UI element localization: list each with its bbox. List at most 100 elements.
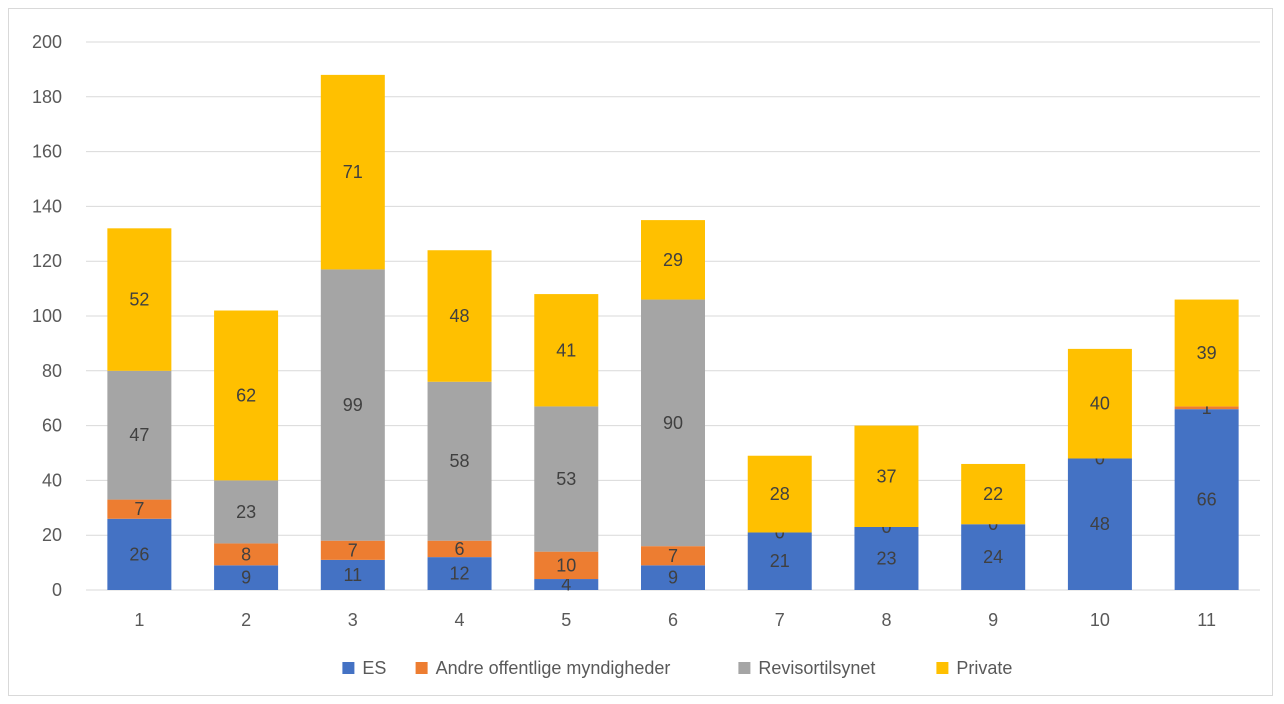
bar-segment bbox=[961, 524, 1026, 590]
data-label: 48 bbox=[450, 306, 470, 326]
data-label: 29 bbox=[663, 250, 683, 270]
bar-segment bbox=[1174, 406, 1239, 410]
data-label: 53 bbox=[556, 469, 576, 489]
bar-segment bbox=[854, 526, 919, 590]
data-label: 28 bbox=[770, 484, 790, 504]
data-label: 7 bbox=[134, 499, 144, 519]
data-label: 10 bbox=[556, 555, 576, 575]
y-tick-label: 100 bbox=[32, 306, 62, 326]
bar-segment bbox=[534, 551, 599, 580]
bar-segment bbox=[107, 228, 172, 371]
x-tick-label: 7 bbox=[775, 610, 785, 630]
bar-segment bbox=[854, 425, 919, 527]
bar-segment bbox=[427, 557, 492, 590]
y-tick-label: 0 bbox=[52, 580, 62, 600]
x-tick-label: 4 bbox=[455, 610, 465, 630]
data-label: 26 bbox=[129, 544, 149, 564]
data-label: 4 bbox=[561, 575, 571, 595]
data-label: 7 bbox=[348, 540, 358, 560]
x-tick-label: 9 bbox=[988, 610, 998, 630]
legend-swatch bbox=[738, 662, 751, 674]
y-tick-label: 60 bbox=[42, 416, 62, 436]
bar-segment bbox=[427, 250, 492, 382]
data-label: 9 bbox=[668, 568, 678, 588]
data-label: 22 bbox=[983, 484, 1003, 504]
x-tick-label: 10 bbox=[1090, 610, 1110, 630]
bar-segment bbox=[747, 455, 812, 533]
bar-segment bbox=[320, 540, 385, 560]
data-label: 52 bbox=[129, 290, 149, 310]
x-tick-label: 1 bbox=[134, 610, 144, 630]
data-label: 37 bbox=[876, 466, 896, 486]
legend-swatch bbox=[415, 662, 428, 674]
y-tick-label: 140 bbox=[32, 196, 62, 216]
bar-segment bbox=[427, 540, 492, 558]
bar-segment bbox=[320, 269, 385, 541]
data-label: 1 bbox=[1202, 398, 1212, 418]
x-tick-label: 8 bbox=[881, 610, 891, 630]
bar-segment bbox=[214, 543, 279, 566]
y-tick-label: 200 bbox=[32, 32, 62, 52]
y-tick-label: 20 bbox=[42, 525, 62, 545]
data-label: 66 bbox=[1197, 490, 1217, 510]
bar-segment bbox=[747, 532, 812, 590]
bar-segment bbox=[1174, 409, 1239, 590]
x-tick-label: 3 bbox=[348, 610, 358, 630]
data-label: 40 bbox=[1090, 394, 1110, 414]
bar-segment bbox=[1174, 299, 1239, 407]
legend-swatch bbox=[936, 662, 949, 674]
data-label: 99 bbox=[343, 395, 363, 415]
data-label: 11 bbox=[343, 565, 362, 585]
bar-segment bbox=[320, 559, 385, 590]
bar-segment bbox=[427, 381, 492, 541]
data-label: 23 bbox=[876, 548, 896, 568]
legend-label: Revisortilsynet bbox=[758, 658, 875, 678]
legend-label: ES bbox=[362, 658, 386, 678]
x-tick-label: 11 bbox=[1197, 610, 1216, 630]
data-label: 62 bbox=[236, 385, 256, 405]
y-tick-label: 160 bbox=[32, 142, 62, 162]
bar-segment bbox=[214, 565, 279, 590]
bar-segment bbox=[107, 518, 172, 590]
data-label: 8 bbox=[241, 544, 251, 564]
x-tick-label: 2 bbox=[241, 610, 251, 630]
data-label: 71 bbox=[343, 162, 363, 182]
y-tick-label: 40 bbox=[42, 470, 62, 490]
y-tick-label: 120 bbox=[32, 251, 62, 271]
bar-segment bbox=[214, 310, 279, 481]
bar-segment bbox=[641, 299, 705, 547]
data-label: 24 bbox=[983, 547, 1003, 567]
bar-segment bbox=[1067, 348, 1132, 459]
data-label: 47 bbox=[129, 425, 149, 445]
data-label: 39 bbox=[1197, 343, 1217, 363]
bar-segment bbox=[641, 220, 705, 300]
bar-segment bbox=[107, 370, 172, 500]
bar-segment bbox=[534, 294, 599, 407]
y-tick-label: 180 bbox=[32, 87, 62, 107]
x-tick-label: 6 bbox=[668, 610, 678, 630]
bar-segment bbox=[641, 546, 705, 566]
data-label: 12 bbox=[450, 564, 470, 584]
data-label: 90 bbox=[663, 413, 683, 433]
legend-swatch bbox=[342, 662, 355, 674]
bar-segment bbox=[320, 74, 385, 270]
data-label: 23 bbox=[236, 502, 256, 522]
data-label: 0 bbox=[775, 522, 785, 542]
bar-segment bbox=[1067, 458, 1132, 590]
legend-label: Andre offentlige myndigheder bbox=[436, 658, 671, 678]
bar-segment bbox=[534, 579, 599, 590]
data-label: 7 bbox=[668, 546, 678, 566]
y-tick-label: 80 bbox=[42, 361, 62, 381]
bar-segment bbox=[534, 406, 599, 552]
data-label: 41 bbox=[556, 340, 576, 360]
legend-label: Private bbox=[956, 658, 1012, 678]
bar-segment bbox=[214, 480, 279, 544]
bar-segment bbox=[107, 499, 172, 519]
bar-segment bbox=[641, 565, 705, 590]
bar-segment bbox=[961, 463, 1026, 525]
data-label: 58 bbox=[450, 451, 470, 471]
data-label: 6 bbox=[455, 539, 465, 559]
data-label: 48 bbox=[1090, 514, 1110, 534]
x-tick-label: 5 bbox=[561, 610, 571, 630]
